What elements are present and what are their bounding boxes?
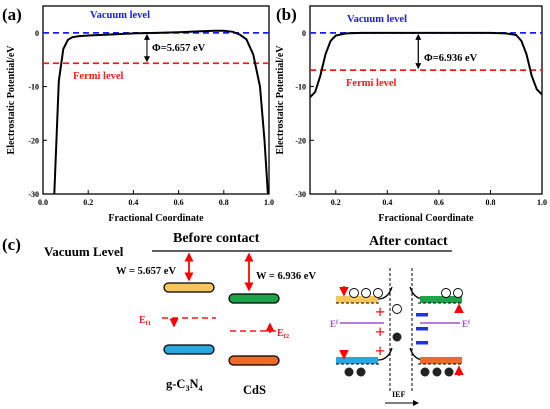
panel-b-ticks: 0.2 0.4 0.6 0.8 1.0 0 -10 -20 -30 <box>295 29 547 207</box>
panel-b-fermi-label: Fermi level <box>346 78 397 89</box>
b-ytick-label-2: -20 <box>295 136 306 145</box>
b-ytick-label-0: 0 <box>302 29 306 38</box>
cds-vb-band <box>228 355 280 366</box>
hole-1 <box>344 367 354 377</box>
panel-c: (c) Vacuum Level Before contact After co… <box>2 231 471 406</box>
before-contact-title: Before contact <box>173 231 260 246</box>
cds-material-label: CdS <box>243 383 266 397</box>
a-ytick-label-2: -20 <box>28 136 39 145</box>
b-ytick-label-1: -10 <box>295 83 306 92</box>
gcn-cb-after <box>336 296 378 303</box>
cds-cb-after <box>420 296 462 303</box>
electron-5 <box>453 288 463 298</box>
panel-a-vacuum-label: Vacuum level <box>90 10 150 21</box>
ef1-label: Ef1 <box>139 315 151 327</box>
panel-c-label: (c) <box>2 235 21 254</box>
a-ytick-label-0: 0 <box>35 29 39 38</box>
a-xtick-label-3: 0.6 <box>174 198 184 207</box>
b-ytick-label-3: -30 <box>295 190 306 199</box>
gcn-cb-bent-edge <box>336 286 393 300</box>
electron-6 <box>392 304 402 314</box>
gcn-vb-bent-edge <box>336 347 393 361</box>
a-xtick-label-2: 0.4 <box>128 198 138 207</box>
hole-carriers <box>344 332 454 377</box>
panel-a-label: (a) <box>2 5 22 24</box>
panel-a-annotation: Φ=5.657 eV <box>152 43 206 54</box>
hole-5 <box>444 367 454 377</box>
a-ytick-label-3: -30 <box>28 190 39 199</box>
panel-a-potential-curve <box>53 29 269 195</box>
panel-b-potential-curve <box>309 31 543 98</box>
panel-b-ylabel: Electrostatic Potential/eV <box>275 45 286 155</box>
interface-plus-3: + <box>375 341 385 361</box>
electron-4 <box>441 288 451 298</box>
gcn-vb-band <box>163 344 215 355</box>
interface-plus-1: + <box>375 302 385 322</box>
w1-label: W = 5.657 eV <box>116 266 176 277</box>
panel-a-ylabel: Electrostatic Potential/eV <box>6 45 17 155</box>
vacuum-level-label: Vacuum Level <box>44 244 124 259</box>
hole-4 <box>432 367 442 377</box>
electron-carriers <box>349 288 463 314</box>
hole-2 <box>356 367 366 377</box>
electron-3 <box>373 288 383 298</box>
a-xtick-label-0: 0.0 <box>38 198 48 207</box>
panel-a-fermi-label: Fermi level <box>73 71 124 82</box>
panel-b-frame <box>309 5 543 195</box>
b-xtick-label-3: 0.8 <box>485 198 495 207</box>
ef-left-label: Ef <box>330 319 339 329</box>
hole-3 <box>420 367 430 377</box>
w2-label: W = 6.936 eV <box>256 271 316 282</box>
a-ytick-label-1: -10 <box>28 83 39 92</box>
ief-label: IEF <box>392 390 405 399</box>
panel-b-annotation: Φ=6.936 eV <box>424 53 478 64</box>
interface-minus-1 <box>416 313 428 317</box>
cds-vb-after <box>420 357 462 364</box>
interface-minus-3 <box>416 341 428 345</box>
panel-a-frame <box>42 5 270 195</box>
gcn-cb-band <box>163 282 215 293</box>
interface-plus-charges: + + + <box>375 302 385 361</box>
interface-minus-2 <box>416 327 428 331</box>
panel-b-vacuum-label: Vacuum level <box>347 14 407 25</box>
panel-b-label: (b) <box>276 5 297 24</box>
gcn-material-label: g-C3N4 <box>166 377 202 393</box>
panel-a-ticks: 0.0 0.2 0.4 0.6 0.8 1.0 0 -10 -20 -30 <box>28 29 274 207</box>
after-contact-title: After contact <box>369 234 448 249</box>
panel-a: (a) Electrostatic Potential/eV Fractiona… <box>2 5 274 224</box>
electron-2 <box>361 288 371 298</box>
hole-6 <box>392 332 402 342</box>
b-xtick-label-4: 1.0 <box>537 198 547 207</box>
panel-a-xlabel: Fractional Coordinate <box>108 213 204 224</box>
panel-b-xlabel: Fractional Coordinate <box>378 213 474 224</box>
a-xtick-label-5: 1.0 <box>264 198 274 207</box>
interface-plus-2: + <box>375 322 385 342</box>
b-xtick-label-1: 0.4 <box>382 198 392 207</box>
b-xtick-label-0: 0.2 <box>331 198 341 207</box>
ef2-label: Ef2 <box>277 328 289 340</box>
electron-1 <box>349 288 359 298</box>
panel-b: (b) Electrostatic Potential/eV Fractiona… <box>275 5 547 224</box>
a-xtick-label-4: 0.8 <box>219 198 229 207</box>
b-xtick-label-2: 0.6 <box>434 198 444 207</box>
cds-cb-band <box>228 293 280 304</box>
gcn-vb-after <box>336 357 378 364</box>
a-xtick-label-1: 0.2 <box>83 198 93 207</box>
ef-right-label: Ef <box>462 319 471 329</box>
interface-minus-charges <box>416 313 428 345</box>
